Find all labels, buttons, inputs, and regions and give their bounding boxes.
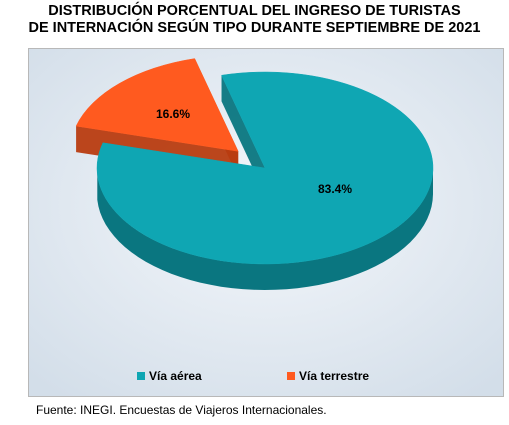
legend-swatch-1: [287, 372, 295, 380]
pie-slice-wall-0: [97, 168, 434, 290]
chart-title-line-2: DE INTERNACIÓN SEGÚN TIPO DURANTE SEPTIE…: [28, 20, 481, 36]
pie-slice-cut-0-0: [221, 75, 265, 194]
chart-title-line-1: DISTRIBUCIÓN PORCENTUAL DEL INGRESO DE T…: [48, 3, 461, 19]
pie-chart: 83.4% 16.6% Vía aérea Vía terrestre: [29, 49, 503, 396]
legend-label-1: Vía terrestre: [299, 369, 369, 383]
pie-slice-v-a-terrestre: [75, 58, 239, 152]
legend: Vía aérea Vía terrestre: [137, 369, 369, 383]
data-label-0: 83.4%: [318, 182, 352, 196]
legend-label-0: Vía aérea: [149, 369, 202, 383]
chart-title: DISTRIBUCIÓN PORCENTUAL DEL INGRESO DE T…: [0, 3, 509, 37]
chart-area: 83.4% 16.6% Vía aérea Vía terrestre: [28, 48, 504, 397]
pie-slice-v-a-a-rea: [96, 71, 434, 265]
legend-swatch-0: [137, 372, 145, 380]
source-note: Fuente: INEGI. Encuestas de Viajeros Int…: [36, 403, 327, 417]
data-label-1: 16.6%: [156, 107, 190, 121]
